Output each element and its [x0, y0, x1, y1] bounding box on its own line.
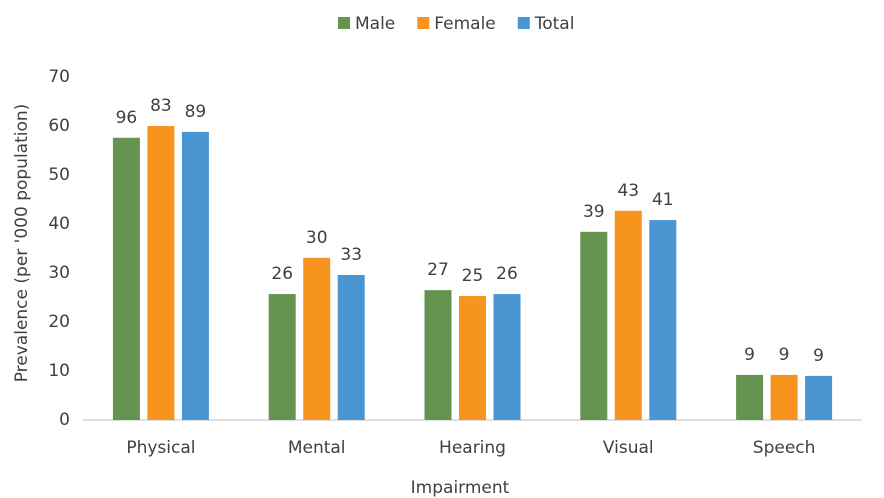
data-label: 96 [116, 108, 138, 128]
data-label: 30 [306, 228, 328, 248]
bar [736, 374, 764, 420]
x-tick-label: Hearing [439, 438, 506, 458]
data-label: 9 [779, 345, 790, 365]
legend-swatch [338, 17, 350, 29]
data-label: 33 [340, 245, 362, 265]
bar [493, 294, 521, 420]
x-axis-title: Impairment [411, 478, 510, 498]
bar [147, 126, 175, 420]
bar [614, 210, 642, 420]
data-label: 41 [652, 190, 674, 210]
data-label: 9 [813, 346, 824, 366]
y-tick-label: 10 [48, 361, 70, 381]
y-tick-label: 0 [59, 410, 70, 430]
legend-swatch [417, 17, 430, 29]
legend-label: Total [534, 14, 575, 34]
data-label: 39 [583, 202, 605, 222]
x-tick-label: Visual [603, 438, 654, 458]
bar [112, 137, 140, 420]
legend-label: Female [434, 14, 495, 34]
bar [303, 257, 331, 420]
bar [268, 294, 296, 420]
y-tick-label: 20 [48, 312, 70, 332]
x-tick-label: Mental [288, 438, 346, 458]
y-tick-label: 70 [48, 67, 70, 87]
legend-label: Male [355, 14, 395, 34]
data-label: 89 [185, 102, 207, 122]
data-label: 25 [462, 266, 484, 286]
y-axis-title: Prevalence (per '000 population) [12, 104, 32, 383]
bar [459, 296, 486, 420]
legend-swatch [517, 17, 530, 29]
bar [649, 220, 677, 420]
data-label: 26 [496, 264, 518, 284]
bar [805, 375, 833, 420]
bar [181, 131, 209, 420]
data-label: 83 [150, 96, 172, 116]
data-label: 26 [271, 264, 293, 284]
bar [424, 290, 452, 420]
bar [337, 274, 365, 420]
y-tick-label: 60 [48, 116, 70, 136]
bar [770, 374, 798, 420]
x-tick-label: Physical [126, 438, 195, 458]
data-label: 9 [744, 345, 755, 365]
y-tick-label: 50 [48, 165, 70, 185]
y-tick-label: 30 [48, 263, 70, 283]
data-label: 43 [617, 181, 639, 201]
bar [580, 231, 608, 420]
x-tick-label: Speech [753, 438, 816, 458]
y-tick-label: 40 [48, 214, 70, 234]
data-label: 27 [427, 260, 449, 280]
